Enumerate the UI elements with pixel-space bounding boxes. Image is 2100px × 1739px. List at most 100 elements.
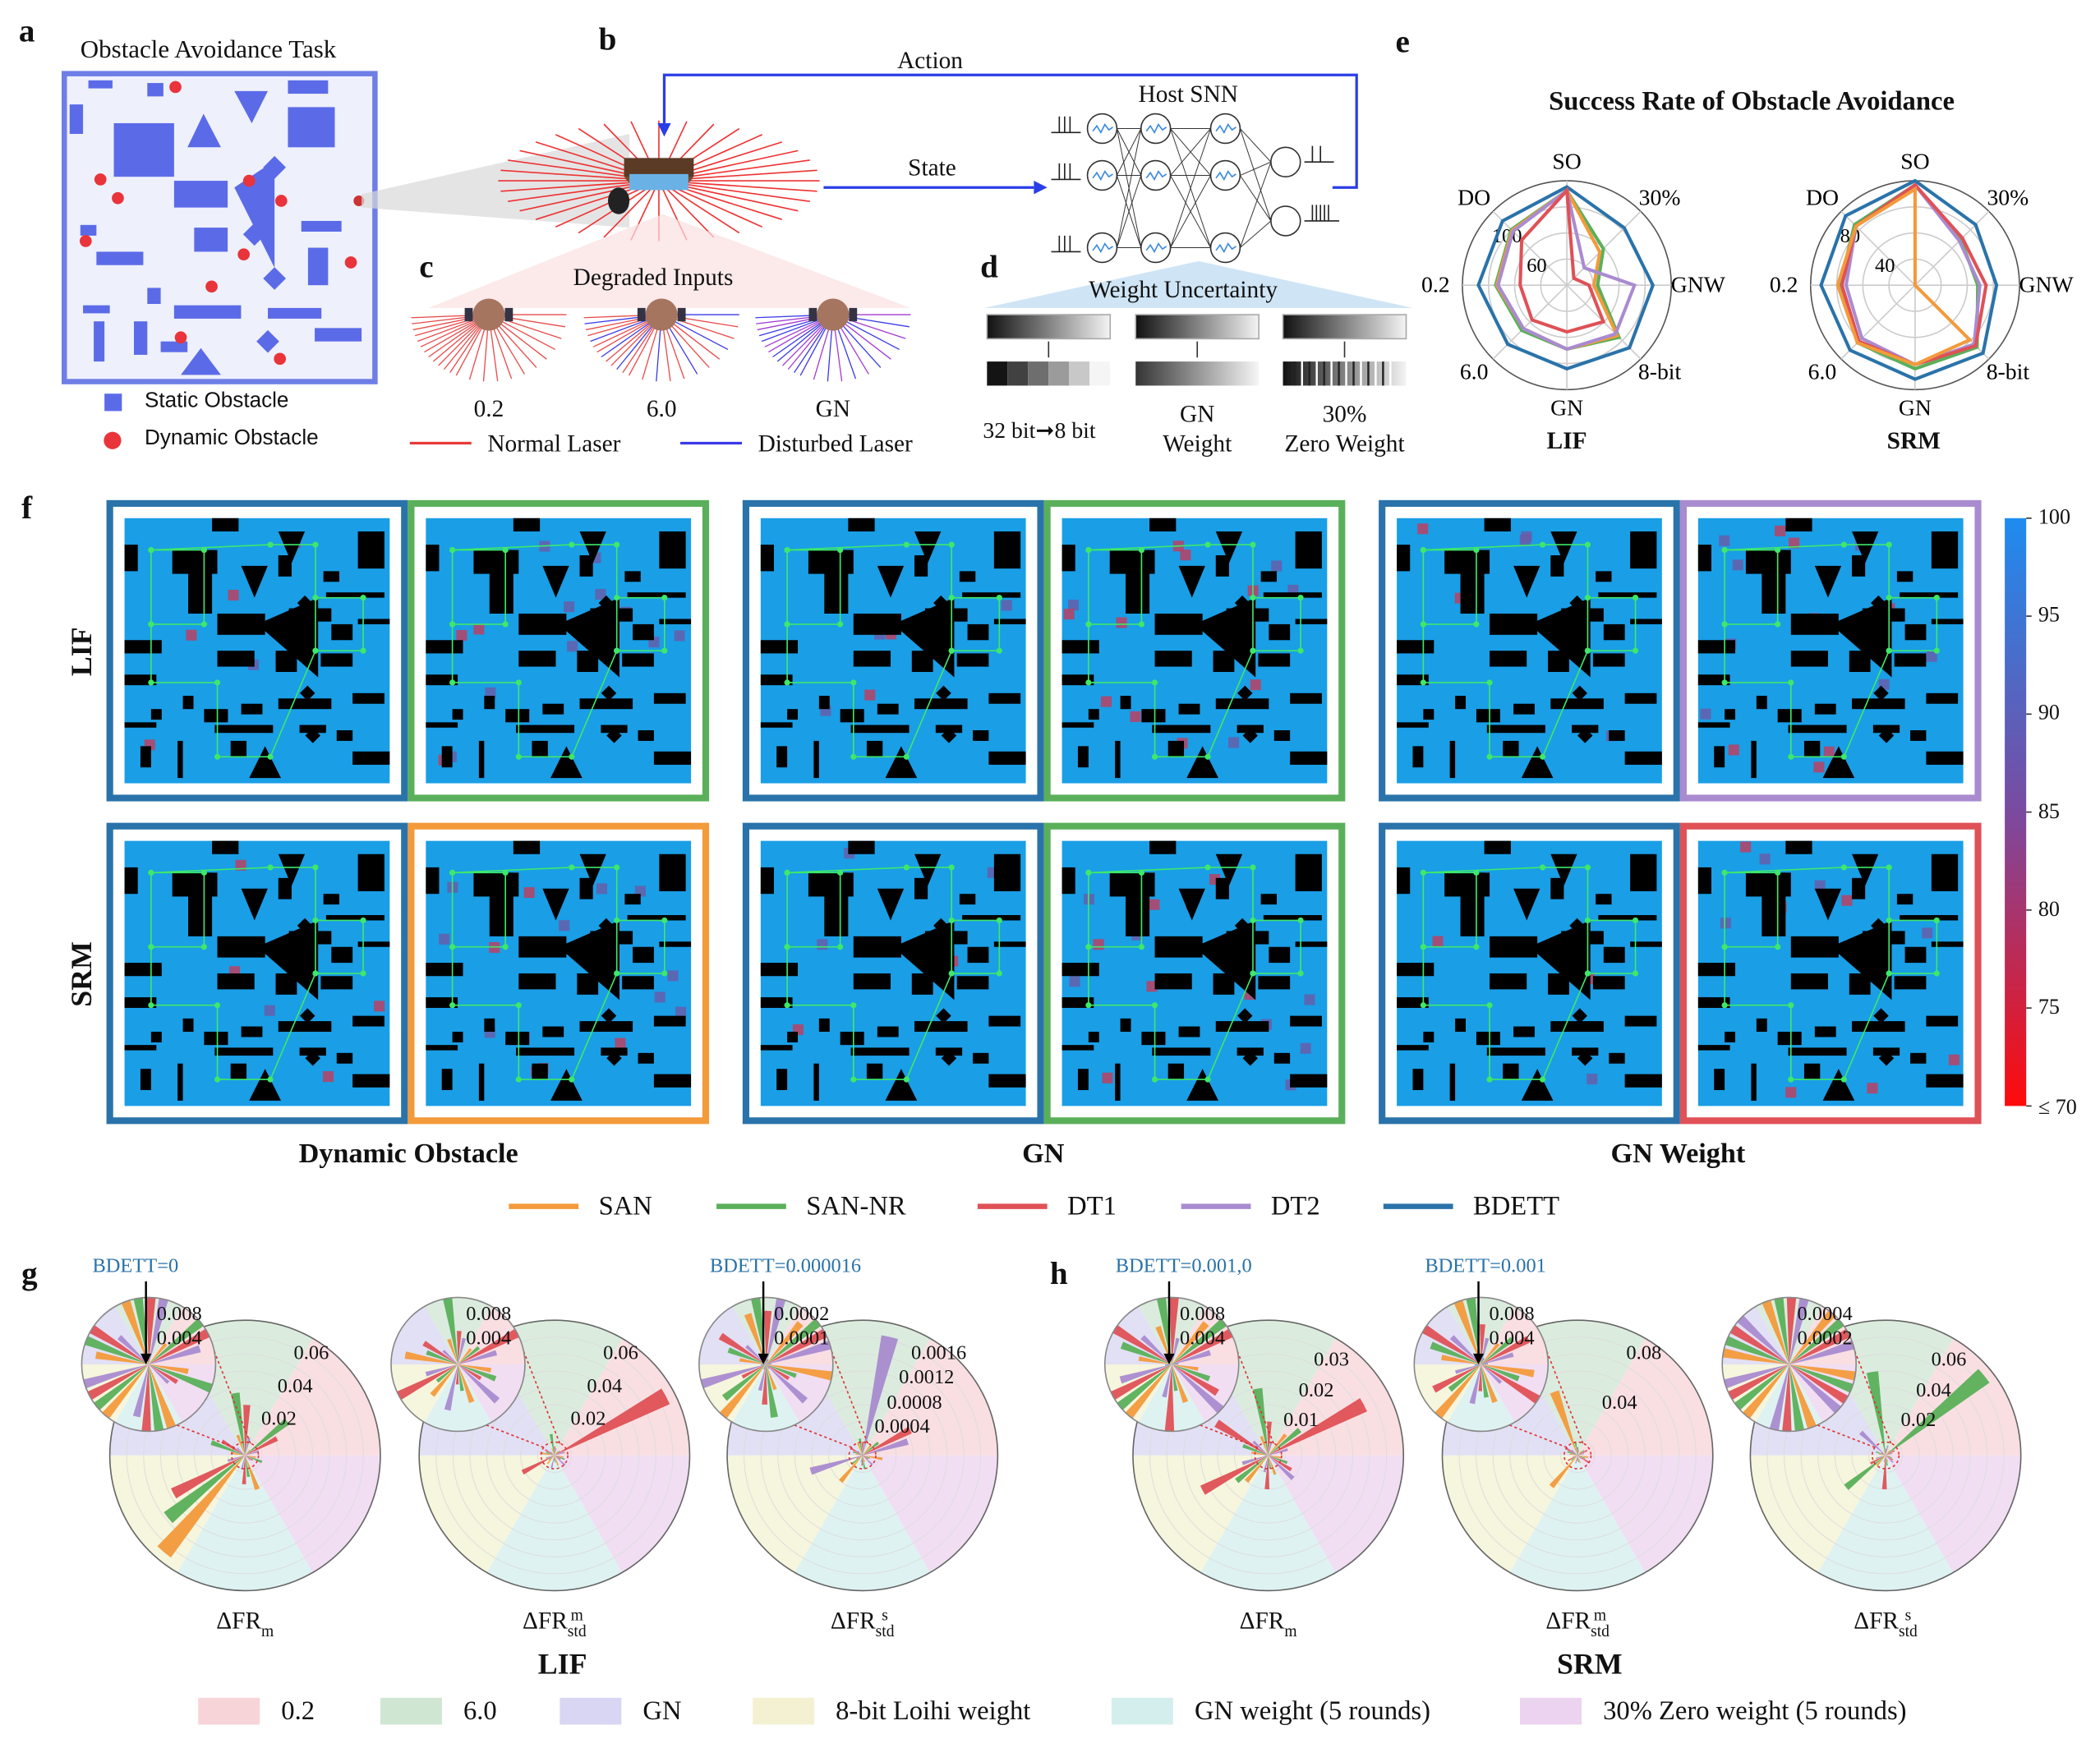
grid-ring	[1166, 1353, 1370, 1557]
obstacle	[840, 709, 864, 723]
static-obstacle	[69, 104, 84, 134]
waypoint	[1584, 970, 1591, 977]
obstacle	[1931, 619, 1964, 624]
waypoint	[312, 541, 319, 548]
waypoint	[1584, 864, 1591, 871]
radar-axis-label: GN	[1899, 394, 1932, 420]
obstacle	[1186, 1069, 1219, 1101]
neuron-trace	[1145, 170, 1167, 182]
obstacle	[1290, 1074, 1328, 1088]
bar-san-nr	[1268, 1428, 1302, 1456]
bar-san	[95, 1351, 149, 1364]
obstacle	[452, 1032, 463, 1042]
obstacle	[760, 545, 774, 572]
metric-base: ΔFR	[216, 1607, 262, 1634]
grid-ring	[469, 1370, 640, 1541]
obstacle	[1449, 1063, 1456, 1101]
bar-bdett	[766, 1359, 769, 1364]
obstacle	[1269, 946, 1291, 964]
synapse	[1170, 128, 1211, 176]
waypoint	[1250, 541, 1256, 548]
obstacle	[993, 853, 1021, 891]
bar-san	[862, 1455, 883, 1461]
obstacle	[1260, 571, 1278, 582]
waypoint	[1540, 864, 1546, 871]
obstacle	[1790, 651, 1828, 667]
obstacle	[1603, 623, 1625, 641]
static-obstacle	[268, 307, 322, 319]
bar-san-nr	[1571, 1455, 1578, 1461]
outer-ring	[726, 1319, 999, 1592]
bar-san	[1876, 1455, 1886, 1467]
bar-san-nr	[1567, 1451, 1578, 1456]
bar-san	[458, 1364, 491, 1373]
laser-beam	[658, 180, 715, 238]
robot-sensor	[808, 307, 817, 322]
obstacle	[1062, 1045, 1094, 1051]
inset-chart-1	[81, 1296, 251, 1448]
low-success-cell	[675, 1006, 687, 1018]
waypoint	[948, 647, 955, 654]
bar-san	[551, 1448, 555, 1456]
waypoint	[1721, 1002, 1728, 1009]
obstacle	[331, 946, 353, 964]
obstacle	[579, 1021, 633, 1033]
radial-tick-label: 0.06	[293, 1343, 329, 1365]
obstacle	[352, 1015, 385, 1027]
obstacle-task-map	[61, 71, 630, 384]
obstacle	[579, 698, 633, 710]
bar-san-nr	[245, 1418, 290, 1456]
waypoint	[903, 753, 910, 760]
obstacle	[204, 1032, 228, 1046]
radar-lif-label: LIF	[1546, 426, 1587, 454]
waypoint	[502, 869, 509, 876]
obstacle	[1756, 696, 1767, 710]
obstacle	[532, 740, 548, 757]
bar-san-nr	[245, 1455, 251, 1478]
bar-san	[766, 1364, 833, 1381]
grid-ring	[1458, 1336, 1697, 1575]
grid-ring	[1851, 1421, 1920, 1490]
obstacle	[1831, 597, 1892, 678]
arrow-head-icon	[140, 1353, 152, 1364]
bar-dt2	[766, 1364, 808, 1404]
bar-dt2	[83, 1364, 149, 1389]
bar-san	[1550, 1390, 1578, 1456]
bar-san-nr	[727, 1347, 767, 1364]
bar-dt2	[1172, 1337, 1180, 1364]
bar-san-nr	[1172, 1364, 1211, 1382]
inset-chart-3	[698, 1296, 868, 1448]
waypoint	[148, 1002, 154, 1009]
waypoint	[1788, 1002, 1794, 1009]
obstacle	[1263, 915, 1322, 921]
bar-san-nr	[458, 1346, 481, 1364]
obstacle	[1900, 592, 1959, 598]
obstacle	[622, 976, 654, 990]
waypoint	[1486, 753, 1493, 760]
bar-dt2	[1575, 1455, 1578, 1464]
zoom-region	[1254, 1441, 1283, 1470]
bar-san	[447, 1338, 458, 1364]
radar-axis-label: 8-bit	[1987, 358, 2030, 384]
bar-dt2	[237, 1447, 246, 1456]
bar-san-nr	[1789, 1364, 1805, 1432]
heatmap-lif-2	[742, 499, 1044, 802]
waypoint	[614, 541, 620, 548]
obstacle	[1714, 746, 1725, 768]
legend-label-san-nr: SAN-NR	[806, 1191, 906, 1221]
obstacle	[1513, 888, 1540, 921]
spike-train-output	[1304, 205, 1339, 222]
robot-icon	[817, 298, 850, 331]
waypoint	[1297, 970, 1304, 977]
waypoint	[661, 647, 668, 654]
static-obstacle	[134, 321, 148, 355]
bar-san-nr	[1574, 1442, 1578, 1456]
bar-san-nr	[548, 1455, 555, 1461]
bar-dt2	[1481, 1337, 1490, 1364]
waypoint	[614, 647, 620, 654]
metric-base: ΔFR	[1545, 1607, 1591, 1634]
radial-tick-label: 0.02	[1900, 1410, 1937, 1432]
bar-san	[839, 1455, 863, 1484]
obstacle	[1232, 637, 1248, 653]
